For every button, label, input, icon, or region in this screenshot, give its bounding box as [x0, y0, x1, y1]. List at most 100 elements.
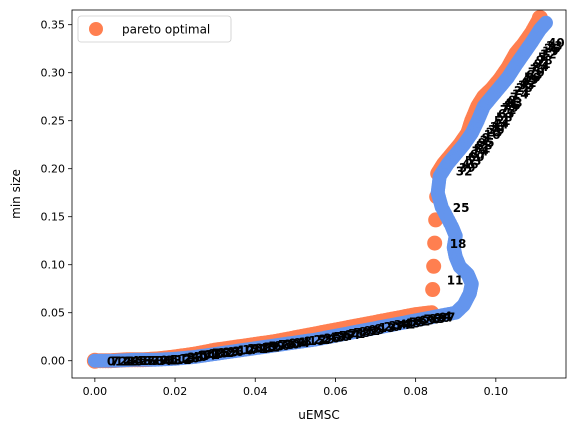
pareto-point [425, 282, 441, 298]
series-trajectory [87, 15, 553, 368]
point-label: 31 [251, 342, 268, 356]
point-label: 82 [217, 346, 234, 360]
point-label: 60 [468, 150, 485, 164]
point-label: 3 [232, 344, 240, 358]
y-tick-label: 0.05 [41, 307, 66, 320]
point-label: 90 [434, 311, 451, 325]
point-label: 21 [514, 84, 531, 98]
point-label: 64 [343, 328, 360, 342]
point-label: 99 [369, 323, 386, 337]
x-tick-label: 0.06 [323, 385, 348, 398]
point-label: 24 [247, 342, 264, 356]
point-label: 58 [496, 110, 513, 124]
point-label: 28 [123, 355, 140, 369]
point-label: 86 [504, 98, 521, 112]
point-label: 71 [348, 327, 365, 341]
legend-label-pareto: pareto optimal [122, 23, 210, 37]
series-point-labels: 0714212835424956637077849198512192633404… [107, 36, 565, 369]
point-label: 7 [111, 355, 119, 369]
point-label: 43 [328, 331, 345, 345]
point-label: 74 [472, 144, 489, 158]
y-ticks: 0.00 0.05 0.10 0.15 0.20 0.25 0.30 0.35 [41, 19, 72, 368]
point-label: 33 [546, 39, 563, 53]
point-label: 66 [273, 339, 290, 353]
point-label: 91 [534, 57, 551, 71]
point-label: 70 [147, 354, 164, 368]
point-label: 94 [293, 336, 310, 350]
point-label: 84 [532, 60, 549, 74]
point-label: 2 [480, 133, 488, 147]
point-label: 1 [298, 335, 306, 349]
point-label: 95 [478, 136, 495, 150]
point-label: 49 [522, 73, 539, 87]
point-label: 14 [115, 355, 132, 369]
y-tick-label: 0.10 [41, 259, 66, 272]
x-tick-label: 0.10 [484, 385, 509, 398]
x-tick-label: 0.02 [163, 385, 188, 398]
point-label: 48 [404, 316, 421, 330]
point-label: 67 [470, 147, 487, 161]
point-label: 5 [170, 353, 178, 367]
x-tick-label: 0.00 [83, 385, 108, 398]
y-tick-label: 0.30 [41, 67, 66, 80]
point-label: 65 [498, 107, 515, 121]
point-label: 39 [459, 161, 476, 175]
point-label: 78 [353, 326, 370, 340]
x-ticks: 0.00 0.02 0.04 0.06 0.08 0.10 [83, 378, 508, 398]
point-label: 55 [409, 315, 426, 329]
x-axis-label: uEMSC [298, 408, 340, 422]
point-label: 32 [456, 165, 473, 179]
point-label: 35 [518, 78, 535, 92]
point-label: 19 [179, 352, 196, 366]
point-label: 77 [530, 63, 547, 77]
point-label: 72 [500, 103, 517, 117]
point-label: 20 [384, 320, 401, 334]
point-label: 0 [508, 94, 516, 108]
pareto-point [426, 258, 442, 274]
point-label: 12 [540, 47, 557, 61]
point-label: 84 [155, 354, 172, 368]
point-label: 70 [528, 65, 545, 79]
point-label: 47 [195, 349, 212, 363]
point-label: 7 [510, 90, 518, 104]
point-label: 89 [222, 346, 239, 360]
point-label: 23 [486, 125, 503, 139]
point-label: 4 [444, 310, 452, 324]
point-label: 11 [447, 273, 464, 287]
point-label: 22 [313, 333, 330, 347]
legend: pareto optimal [77, 15, 232, 43]
point-label: 49 [135, 354, 152, 368]
point-label: 80 [283, 337, 300, 351]
point-label: 51 [494, 114, 511, 128]
point-label: 30 [488, 123, 505, 137]
point-label: 77 [151, 354, 168, 368]
point-label: 28 [516, 81, 533, 95]
point-label: 79 [502, 101, 519, 115]
legend-marker-pareto [89, 22, 103, 36]
y-tick-label: 0.20 [41, 163, 66, 176]
point-label: 29 [318, 332, 335, 346]
point-label: 40 [191, 350, 208, 364]
point-label: 21 [119, 355, 136, 369]
point-label: 56 [524, 71, 541, 85]
point-label: 16 [484, 128, 501, 142]
pareto-point [427, 235, 443, 251]
x-tick-label: 0.04 [243, 385, 268, 398]
point-label: 42 [131, 354, 148, 368]
point-label: 37 [490, 120, 507, 134]
point-label: 52 [263, 340, 280, 354]
point-label: 8 [303, 335, 311, 349]
point-label: 96 [227, 345, 244, 359]
point-label: 54 [199, 348, 216, 362]
point-label: 59 [268, 340, 285, 354]
y-axis-label: min size [9, 169, 23, 219]
point-label: 15 [308, 334, 325, 348]
point-label: 61 [203, 348, 220, 362]
point-label: 69 [419, 313, 436, 327]
y-tick-label: 0.25 [41, 115, 66, 128]
point-label: 81 [474, 142, 491, 156]
point-label: 19 [542, 45, 559, 59]
point-label: 26 [183, 351, 200, 365]
point-label: 63 [526, 68, 543, 82]
